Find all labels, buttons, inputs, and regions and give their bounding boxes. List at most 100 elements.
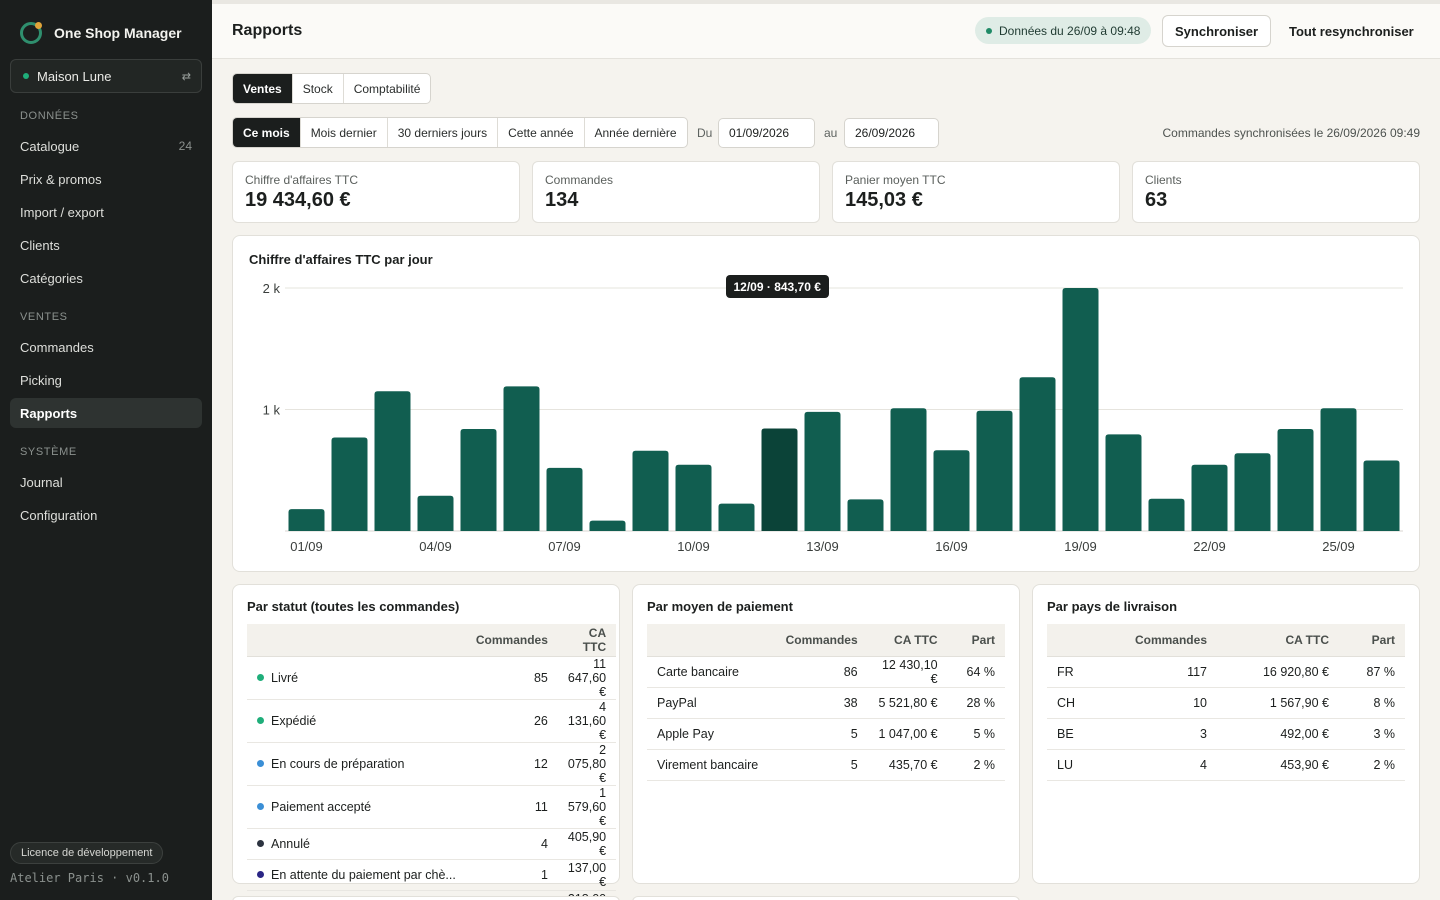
cell-revenue: 492,00 € — [1217, 718, 1339, 750]
sidebar-item-label: Commandes — [20, 339, 94, 355]
resync-all-button[interactable]: Tout resynchroniser — [1289, 23, 1414, 39]
cell-orders: 117 — [1117, 656, 1217, 688]
row-label: Apple Pay — [647, 718, 776, 750]
table-row: Paiement accepté 11 1 579,60 € — [247, 785, 617, 829]
chart-bar — [1019, 377, 1056, 531]
logo-icon — [20, 22, 42, 44]
table-row: CH 10 1 567,90 €8 % — [1047, 687, 1405, 719]
status-dot-icon — [257, 870, 264, 878]
table-row: BE 3 492,00 €3 % — [1047, 718, 1405, 750]
cell-revenue: 1 579,60 € — [557, 785, 617, 829]
chart-bar — [1320, 408, 1357, 531]
x-tick-label: 16/09 — [935, 539, 968, 554]
status-table: Commandes CA TTC Livré 85 11 647,60 € Expéd… — [247, 624, 617, 900]
sidebar-item-categories[interactable]: Catégories — [10, 263, 202, 293]
x-tick-label: 07/09 — [548, 539, 581, 554]
sidebar-item-commandes[interactable]: Commandes — [10, 332, 202, 362]
chart-title: Chiffre d'affaires TTC par jour — [249, 252, 433, 267]
row-label: PayPal — [647, 687, 776, 719]
revenue-chart-card: Chiffre d'affaires TTC par jour 1 k 2 k 01… — [232, 235, 1420, 572]
date-to-input[interactable]: 26/09/2026 — [844, 118, 939, 148]
cell-revenue: 5 521,80 € — [867, 687, 948, 719]
period-ce-mois[interactable]: Ce mois — [233, 118, 301, 147]
shop-switcher[interactable]: Maison Lune ⇄ — [10, 59, 202, 93]
row-label: Livré — [247, 656, 466, 700]
country-table-card: Par pays de livraison Commandes CA TTC P… — [1032, 584, 1420, 884]
status-dot-icon — [257, 716, 264, 724]
row-name: PayPal — [657, 695, 697, 710]
cell-revenue: 11 647,60 € — [557, 656, 617, 700]
cell-share: 28 % — [947, 687, 1005, 719]
column-header: CA TTC — [867, 624, 948, 657]
kpi-label: Clients — [1145, 173, 1182, 187]
orders-sync-note: Commandes synchronisées le 26/09/2026 09… — [1162, 126, 1421, 140]
cell-revenue: 218,00 € — [557, 890, 617, 900]
sidebar-item-prix-promos[interactable]: Prix & promos — [10, 164, 202, 194]
cell-orders: 3 — [1117, 718, 1217, 750]
row-label: Expédié — [247, 699, 466, 743]
kpi-label: Panier moyen TTC — [845, 173, 946, 187]
table-row: Apple Pay 5 1 047,00 €5 % — [647, 718, 1005, 750]
sidebar-item-clients[interactable]: Clients — [10, 230, 202, 260]
brand: One Shop Manager — [20, 22, 182, 44]
row-name: Paiement accepté — [271, 799, 372, 814]
sync-button[interactable]: Synchroniser — [1162, 15, 1272, 47]
sidebar-item-configuration[interactable]: Configuration — [10, 500, 202, 530]
row-name: FR — [1057, 664, 1074, 679]
date-from-input[interactable]: 01/09/2026 — [718, 118, 815, 148]
x-tick-label: 13/09 — [806, 539, 839, 554]
cell-share: 8 % — [1339, 687, 1405, 719]
column-header: Part — [1339, 624, 1405, 657]
app-name: One Shop Manager — [54, 25, 182, 41]
cell-revenue: 1 567,90 € — [1217, 687, 1339, 719]
cell-revenue: 453,90 € — [1217, 749, 1339, 781]
sidebar-item-label: Clients — [20, 237, 60, 253]
sidebar-item-journal[interactable]: Journal — [10, 467, 202, 497]
tab-stock[interactable]: Stock — [293, 74, 344, 103]
sidebar-item-label: Catégories — [20, 270, 83, 286]
chart-bar — [1105, 434, 1142, 531]
period-30-jours[interactable]: 30 derniers jours — [388, 118, 499, 147]
tab-comptabilite[interactable]: Comptabilité — [353, 81, 421, 96]
catalogue-count-badge: 24 — [178, 139, 192, 153]
row-name: Annulé — [271, 836, 310, 851]
row-name: Livré — [271, 670, 299, 685]
sidebar-item-catalogue[interactable]: Catalogue 24 — [10, 131, 202, 161]
period-cette-annee[interactable]: Cette année — [498, 118, 585, 147]
period-mois-dernier[interactable]: Mois dernier — [301, 118, 388, 147]
row-label: Paiement accepté — [247, 785, 466, 829]
cell-revenue: 12 430,10 € — [867, 656, 948, 688]
next-card-edge — [632, 896, 1020, 900]
license-badge: Licence de développement — [10, 842, 164, 864]
chart-bar — [460, 428, 497, 531]
nav-section-ventes: VENTES — [20, 311, 68, 323]
row-label: En cours de préparation — [247, 742, 466, 786]
cell-orders: 1 — [465, 859, 558, 891]
period-annee-derniere[interactable]: Année dernière — [594, 125, 677, 140]
sidebar-item-rapports[interactable]: Rapports — [10, 398, 202, 428]
row-name: En cours de préparation — [271, 756, 405, 771]
status-dot-icon — [257, 802, 264, 810]
sidebar-item-label: Prix & promos — [20, 171, 102, 187]
column-header: Part — [947, 624, 1005, 657]
column-header — [1047, 624, 1117, 657]
column-header: Commandes — [1117, 624, 1217, 657]
kpi-card-orders: Commandes 134 — [532, 161, 820, 223]
table-row: Virement bancaire 5 435,70 €2 % — [647, 749, 1005, 781]
x-tick-label: 10/09 — [677, 539, 710, 554]
cell-orders: 86 — [775, 656, 868, 688]
table-row: PayPal 38 5 521,80 €28 % — [647, 687, 1005, 719]
row-label: BE — [1047, 718, 1117, 750]
cell-revenue: 1 047,00 € — [867, 718, 948, 750]
sidebar-item-import-export[interactable]: Import / export — [10, 197, 202, 227]
table-row: Livré 85 11 647,60 € — [247, 656, 617, 700]
sidebar-item-picking[interactable]: Picking — [10, 365, 202, 395]
status-dot-icon — [257, 759, 264, 767]
chart-bar — [503, 386, 540, 531]
cell-revenue: 137,00 € — [557, 859, 617, 891]
row-name: En attente du paiement par chè... — [271, 867, 456, 882]
chart-bar — [1234, 453, 1271, 531]
tab-ventes[interactable]: Ventes — [233, 74, 293, 103]
chart-bar — [718, 503, 755, 531]
chart-bar — [1191, 464, 1228, 531]
